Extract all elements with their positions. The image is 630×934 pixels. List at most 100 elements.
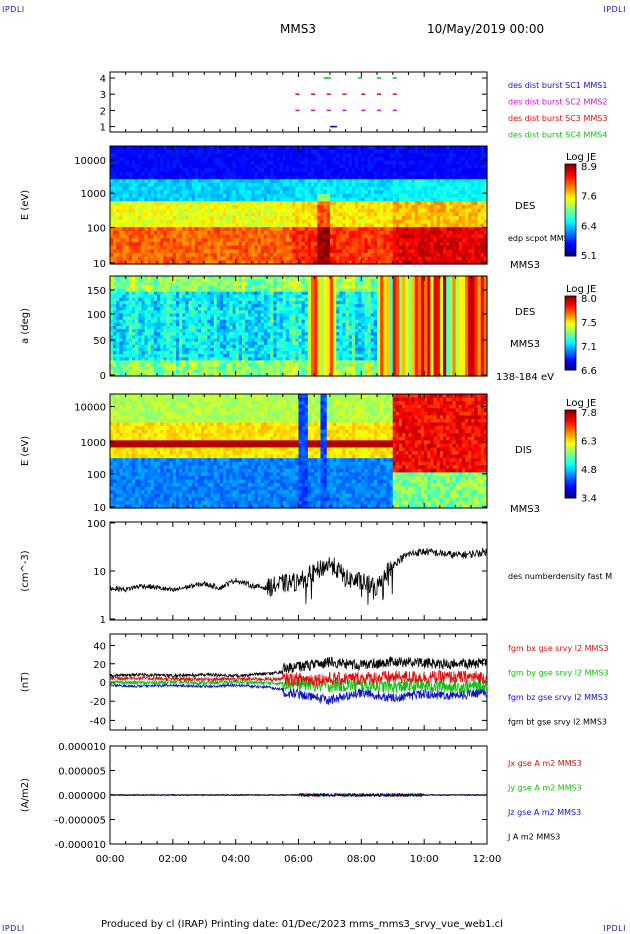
y-tick-label: 10	[93, 259, 106, 270]
colorbar-tick-label: 3.4	[581, 493, 597, 504]
legend-entry: Jy gse A m2 MMS3	[507, 784, 582, 793]
y-tick-label: 50	[93, 336, 106, 347]
panel-des-pitch	[109, 275, 488, 377]
y-axis-label: (nT)	[20, 672, 31, 692]
legend-entry: Jz gse A m2 MMS3	[507, 808, 581, 817]
colorbar-tick-label: 6.4	[581, 221, 597, 232]
colorbar-tick-label: 6.3	[581, 436, 597, 447]
y-tick-label: 0.000000	[58, 791, 106, 802]
legend-entry: J A m2 MMS3	[507, 833, 560, 842]
colorbar-frame	[564, 163, 577, 257]
y-tick-label: 10000	[74, 403, 106, 414]
series-line-bx	[109, 669, 488, 688]
panel-label: des numberdensity fast M	[508, 572, 612, 581]
x-tick-label: 02:00	[158, 854, 187, 865]
datetime-title: 10/May/2019 00:00	[427, 22, 545, 36]
y-axis-label: (A/m2)	[20, 778, 31, 812]
panel-density	[109, 521, 488, 621]
y-tick-label: 3	[100, 90, 106, 101]
panel-label: DIS	[515, 445, 532, 456]
colorbar-title: Log JE	[566, 398, 596, 409]
y-tick-label: 100	[87, 310, 106, 321]
y-axis-label: E (eV)	[20, 436, 31, 466]
panel-label: DES	[515, 307, 535, 318]
y-tick-label: 100	[87, 470, 106, 481]
legend-entry: des dist burst SC3 MMS3	[508, 114, 607, 123]
y-tick-label: 10000	[74, 156, 106, 167]
colorbar-tick-label: 4.8	[581, 465, 597, 476]
legend-entry: fgm bx gse srvy l2 MMS3	[508, 644, 609, 653]
colorbar-tick-label: 7.1	[581, 342, 597, 353]
y-tick-label: 1	[100, 615, 106, 626]
y-tick-label: 100	[87, 223, 106, 234]
corner-label-top-right: IPDLI	[603, 5, 626, 14]
series-line-bz	[109, 682, 488, 706]
panel-frame	[109, 521, 488, 621]
panel-burst	[109, 71, 488, 133]
x-tick-label: 10:00	[410, 854, 439, 865]
y-tick-label: 0	[100, 678, 106, 689]
y-tick-label: 40	[93, 642, 106, 653]
colorbar-tick-label: 5.1	[581, 251, 597, 262]
corner-label-top-left: IPDLI	[2, 5, 25, 14]
corner-label-bottom-left: IPDLI	[2, 924, 25, 933]
y-tick-label: 0.000005	[58, 767, 106, 778]
y-axis-label: E (eV)	[20, 190, 31, 220]
y-tick-label: 0.000010	[58, 742, 106, 753]
legend-entry: fgm bt gse srvy l2 MMS3	[508, 718, 607, 727]
colorbar-des-energy	[564, 163, 577, 257]
colorbar-title: Log JE	[566, 152, 596, 163]
legend-entry: des dist burst SC1 MMS1	[508, 81, 607, 90]
x-tick-label: 00:00	[96, 854, 125, 865]
panel-label: MMS3	[510, 260, 540, 271]
colorbar-tick-label: 7.6	[581, 192, 597, 203]
x-tick-label: 04:00	[221, 854, 250, 865]
panel-dis-energy	[109, 393, 488, 509]
colorbar-frame	[564, 409, 577, 499]
y-tick-label: 100	[87, 519, 106, 530]
legend-entry: fgm by gse srvy l2 MMS3	[508, 669, 609, 678]
y-tick-label: 20	[93, 660, 106, 671]
series-line-density	[109, 547, 488, 605]
legend-entry: des dist burst SC4 MMS4	[508, 131, 607, 140]
colorbar-frame	[564, 295, 577, 371]
colorbar-dis-energy	[564, 409, 577, 499]
colorbar-tick-label: 7.5	[581, 318, 597, 329]
panel-label: MMS3	[510, 339, 540, 350]
spectrogram-des-energy	[110, 146, 488, 265]
y-tick-label: 10	[93, 567, 106, 578]
colorbar-title: Log JE	[566, 284, 596, 295]
corner-label-bottom-right: IPDLI	[603, 924, 626, 933]
y-tick-label: 0	[100, 371, 106, 382]
spectrogram-des-pitch	[110, 276, 488, 377]
spacecraft-title: MMS3	[280, 22, 316, 36]
y-tick-label: 150	[87, 286, 106, 297]
x-tick-label: 12:00	[473, 854, 502, 865]
y-tick-label: 10	[93, 503, 106, 514]
panel-label: DES	[515, 201, 535, 212]
y-tick-label: 2	[100, 106, 106, 117]
series-line-bt	[109, 656, 488, 679]
colorbar-tick-label: 7.8	[581, 408, 597, 419]
y-axis-label: a (deg)	[20, 308, 31, 344]
y-tick-label: 1000	[81, 438, 106, 449]
spectrogram-dis-energy	[110, 394, 488, 509]
panel-label: 138-184 eV	[496, 372, 554, 383]
x-tick-label: 06:00	[284, 854, 313, 865]
y-tick-label: 1	[100, 123, 106, 134]
legend-entry: fgm bz gse srvy l2 MMS3	[508, 693, 608, 702]
x-tick-label: 08:00	[347, 854, 376, 865]
panel-frame	[109, 71, 488, 133]
footer-credit: Produced by cl (IRAP) Printing date: 01/…	[101, 919, 503, 930]
y-tick-label: -40	[90, 716, 106, 727]
panel-label: MMS3	[510, 504, 540, 515]
legend-entry: Jx gse A m2 MMS3	[507, 759, 582, 768]
colorbar-tick-label: 6.6	[581, 366, 597, 377]
legend-entry: des dist burst SC2 MMS2	[508, 98, 607, 107]
y-tick-label: 4	[100, 74, 106, 85]
y-tick-label: -20	[90, 697, 106, 708]
colorbar-tick-label: 8.0	[581, 294, 597, 305]
series-line-j	[109, 792, 488, 798]
y-tick-label: -0.000010	[55, 840, 106, 851]
